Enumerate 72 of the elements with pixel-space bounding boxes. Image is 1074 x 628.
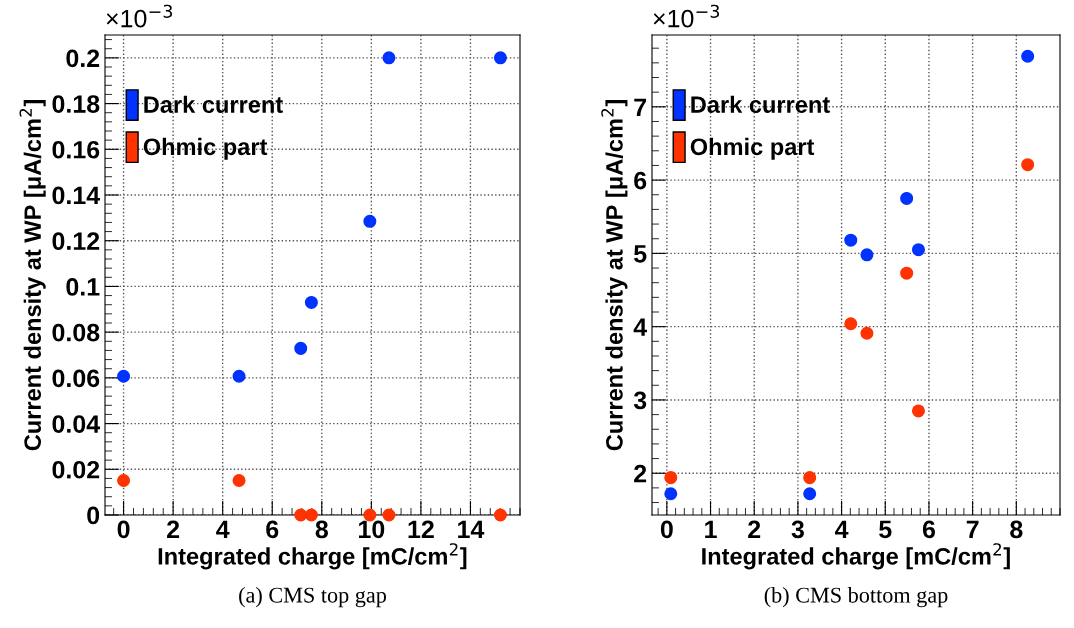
y-tick-label: 0.1 <box>66 278 100 296</box>
point <box>493 508 507 522</box>
x-tick-label: 6 <box>266 520 279 539</box>
point <box>844 317 858 331</box>
x-axis-title: Integrated charge [mC/cm$^{2}$] <box>702 543 1010 570</box>
y-tick-label: 0.04 <box>52 415 101 433</box>
legend-label: Ohmic part <box>690 137 815 160</box>
point <box>911 404 925 418</box>
y-axis-title: Current density at WP [μA/cm$^{2}$] <box>601 100 628 451</box>
point <box>844 233 858 247</box>
y-tick-label: 3 <box>633 391 647 410</box>
x-tick-label: 2 <box>167 520 180 538</box>
x-tick-label: 10 <box>359 520 385 539</box>
point <box>664 487 678 501</box>
y-tick-label: 0.06 <box>52 369 100 388</box>
text: (b) CMS bottom gap <box>764 587 948 608</box>
x-tick-label: 4 <box>216 520 230 538</box>
text: ×10$^{−3}$ <box>106 4 173 28</box>
legend-label: Dark current <box>144 95 283 113</box>
y-tick-label: 0 <box>87 506 100 525</box>
x-tick-label: 0 <box>117 520 130 539</box>
point <box>1021 49 1035 63</box>
point <box>304 295 318 309</box>
y-tick-label: 0.14 <box>52 186 101 205</box>
x-tick-label: 8 <box>1010 520 1023 539</box>
point <box>382 508 396 522</box>
point <box>117 369 131 383</box>
y-tick-label: 0.2 <box>66 49 100 68</box>
y-tick-label: 0.08 <box>52 323 100 342</box>
x-tick-label: 4 <box>835 520 849 538</box>
x-tick-label: 12 <box>408 520 434 538</box>
x-tick-label: 0 <box>660 520 673 539</box>
legend-label: Dark current <box>691 95 830 113</box>
point <box>232 473 246 487</box>
point <box>900 266 914 280</box>
point <box>860 326 874 340</box>
y-tick-label: 0.12 <box>52 232 100 251</box>
point <box>294 341 308 355</box>
point <box>304 508 318 522</box>
point <box>232 369 246 383</box>
x-axis-title: Integrated charge [mC/cm$^{2}$] <box>158 543 467 570</box>
y-tick-label: 0.16 <box>52 140 100 159</box>
x-tick-label: 8 <box>315 520 328 539</box>
x-tick-label: 7 <box>966 520 979 538</box>
point <box>803 487 817 501</box>
point <box>900 191 914 205</box>
point <box>117 473 131 487</box>
text: ×10$^{−3}$ <box>653 4 720 28</box>
y-axis-title: Current density at WP [μA/cm$^{2}$] <box>19 100 46 451</box>
y-tick-label: 2 <box>634 464 647 483</box>
x-tick-label: 2 <box>748 520 761 538</box>
y-tick-label: 5 <box>634 245 647 263</box>
point <box>664 471 678 485</box>
text: (a) CMS top gap <box>239 587 387 608</box>
x-tick-label: 5 <box>879 520 892 539</box>
y-tick-label: 0.02 <box>52 460 100 479</box>
y-tick-label: 7 <box>634 98 647 116</box>
y-tick-label: 4 <box>633 318 648 336</box>
point <box>382 51 396 65</box>
x-tick-label: 6 <box>922 520 935 539</box>
point <box>860 248 874 262</box>
legend-label: Ohmic part <box>143 137 268 160</box>
point <box>493 51 507 65</box>
point <box>363 214 377 228</box>
x-tick-label: 1 <box>705 520 717 538</box>
point <box>1021 158 1035 172</box>
x-tick-label: 14 <box>458 520 485 538</box>
y-tick-label: 6 <box>634 171 647 190</box>
y-tick-label: 0.18 <box>52 95 100 113</box>
point <box>911 243 925 257</box>
point <box>803 471 817 485</box>
x-tick-label: 3 <box>791 520 804 539</box>
